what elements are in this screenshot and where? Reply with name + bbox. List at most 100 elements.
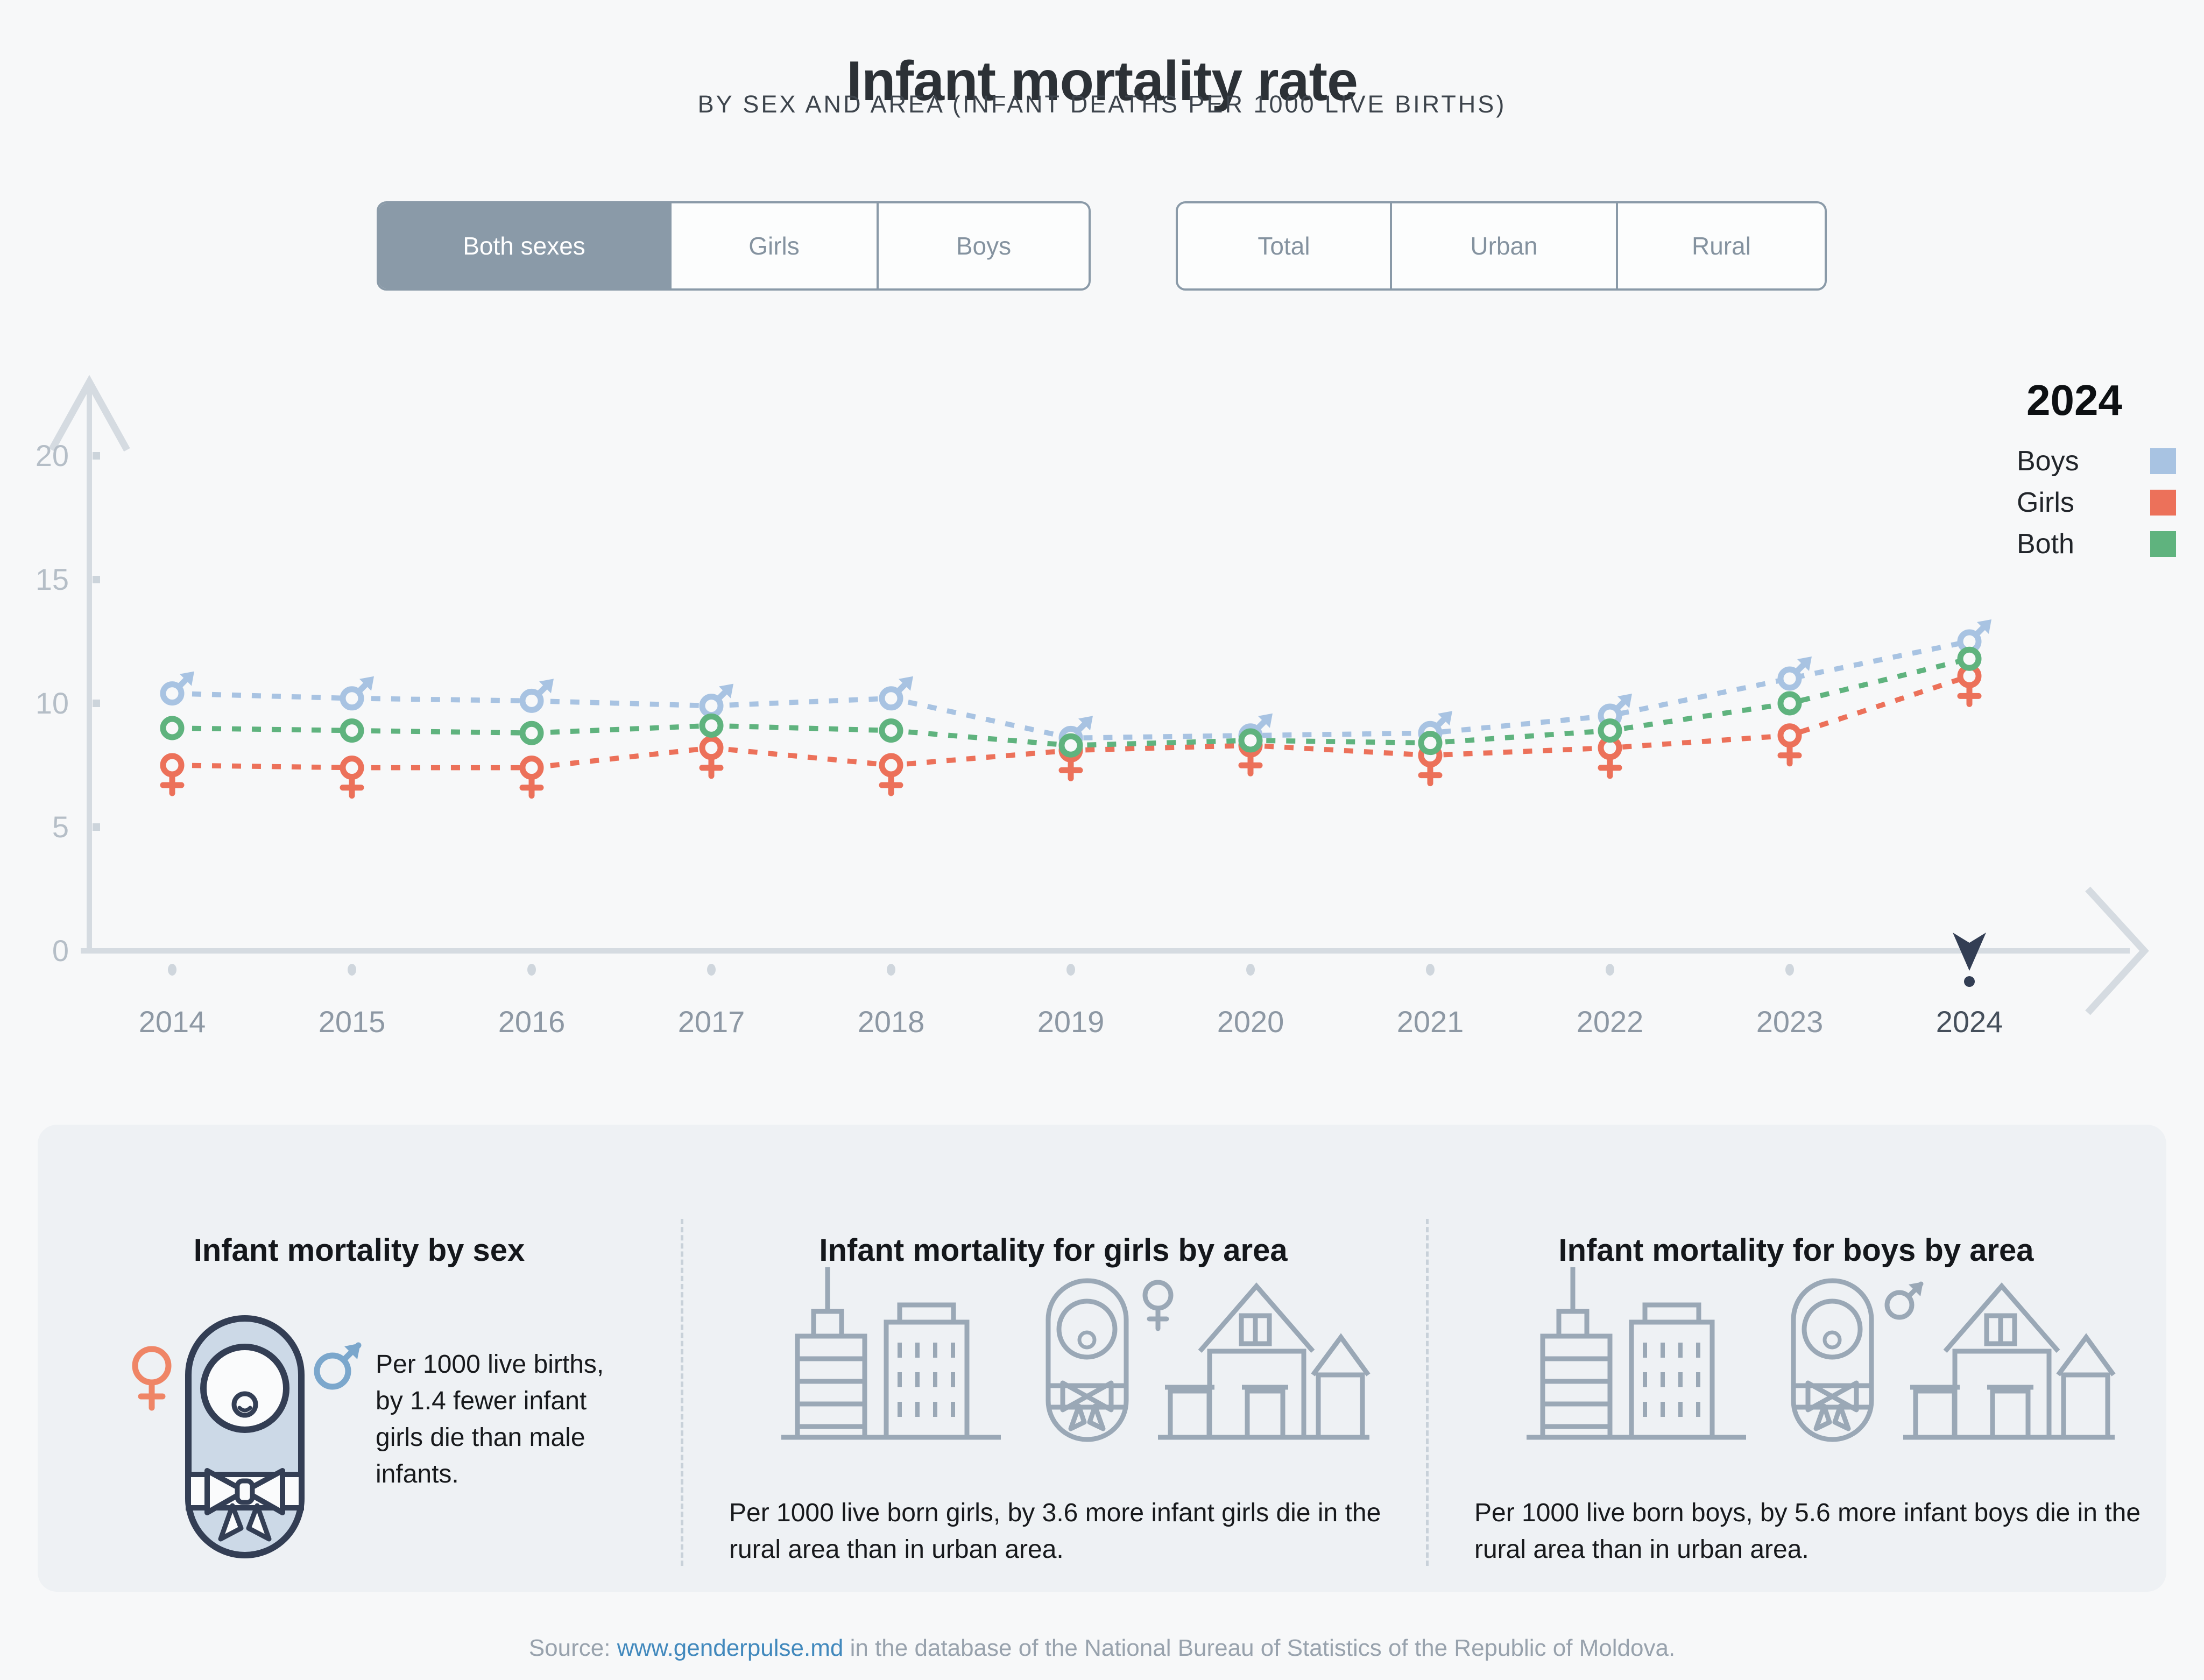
- city-buildings-icon: [781, 1267, 1001, 1440]
- y-tick-20: [93, 452, 100, 460]
- filter-total-button[interactable]: Total: [1178, 203, 1390, 288]
- x-axis-label-2023[interactable]: 2023: [1756, 1005, 1824, 1039]
- y-tick-15: [93, 576, 100, 583]
- point-boys-2014[interactable]: [160, 671, 194, 706]
- legend-swatch-both-icon: [2150, 531, 2176, 557]
- legend-row-girls: Girls: [2017, 485, 2176, 520]
- point-both-2021[interactable]: [1418, 731, 1443, 756]
- point-boys-2024[interactable]: [1957, 619, 1991, 654]
- year-dot-2018: [887, 964, 895, 976]
- area-filter-group: Total Urban Rural: [1176, 201, 1827, 291]
- point-girls-2015[interactable]: [340, 756, 364, 799]
- card-text-boys-by-area: Per 1000 live born boys, by 5.6 more inf…: [1474, 1499, 2141, 1564]
- legend-row-both: Both: [2017, 526, 2176, 562]
- rural-house-icon: [1903, 1282, 2116, 1440]
- card-title-boys-by-area: Infant mortality for boys by area: [1558, 1233, 2034, 1268]
- card-text-by-sex: Per 1000 live births, by 1.4 fewer infan…: [376, 1350, 604, 1489]
- card-divider: [681, 1219, 683, 1566]
- source-suffix: in the database of the National Bureau o…: [843, 1635, 1676, 1661]
- x-axis-label-2014[interactable]: 2014: [139, 1005, 206, 1039]
- year-dot-2023: [1785, 964, 1794, 976]
- filter-both-sexes-button[interactable]: Both sexes: [379, 203, 669, 288]
- y-tick-5: [93, 823, 100, 831]
- legend-label-both: Both: [2017, 528, 2074, 560]
- point-boys-2023[interactable]: [1777, 657, 1812, 691]
- year-dot-2014: [168, 964, 176, 976]
- rural-house-icon: [1158, 1282, 1371, 1440]
- point-both-2014[interactable]: [160, 716, 185, 740]
- x-axis-label-2016[interactable]: 2016: [498, 1005, 566, 1039]
- year-slider-handle[interactable]: [1953, 933, 1986, 987]
- y-tick-10: [93, 700, 100, 707]
- point-girls-2017[interactable]: [699, 736, 724, 779]
- point-both-2015[interactable]: [340, 718, 364, 743]
- legend-selected-year: 2024: [2026, 376, 2122, 424]
- x-axis-label-2020[interactable]: 2020: [1217, 1005, 1284, 1039]
- year-dot-2020: [1246, 964, 1255, 976]
- card-divider: [1426, 1219, 1429, 1566]
- source-link[interactable]: www.genderpulse.md: [617, 1635, 844, 1661]
- year-dot-2021: [1426, 964, 1435, 976]
- legend-label-boys: Boys: [2017, 446, 2079, 477]
- boys-urban-rural-icon: [1527, 1267, 2116, 1442]
- filter-girls-button[interactable]: Girls: [669, 203, 877, 288]
- point-girls-2023[interactable]: [1777, 723, 1802, 767]
- point-girls-2022[interactable]: [1598, 736, 1622, 779]
- swaddled-baby-icon: [1046, 1278, 1129, 1442]
- x-axis-label-2021[interactable]: 2021: [1397, 1005, 1464, 1039]
- point-both-2016[interactable]: [519, 721, 544, 745]
- x-axis-label-2024[interactable]: 2024: [1936, 1005, 2003, 1039]
- year-dot-2017: [707, 964, 716, 976]
- point-girls-2014[interactable]: [160, 753, 185, 796]
- legend-row-boys: Boys: [2017, 443, 2176, 479]
- filter-rural-button[interactable]: Rural: [1616, 203, 1825, 288]
- filter-boys-button[interactable]: Boys: [877, 203, 1089, 288]
- city-buildings-icon: [1527, 1267, 1746, 1440]
- sex-filter-group: Both sexes Girls Boys: [377, 201, 1091, 291]
- chart-legend: 2024 Boys Girls Both: [2017, 376, 2176, 568]
- point-boys-2016[interactable]: [519, 679, 554, 713]
- point-boys-2018[interactable]: [879, 676, 913, 711]
- filter-urban-button[interactable]: Urban: [1390, 203, 1616, 288]
- y-axis-label-15: 15: [36, 562, 69, 596]
- source-prefix: Source:: [528, 1635, 617, 1661]
- x-axis-label-2017[interactable]: 2017: [678, 1005, 745, 1039]
- legend-swatch-girls-icon: [2150, 490, 2176, 516]
- boys-line: [172, 639, 1970, 741]
- point-both-2018[interactable]: [879, 718, 903, 743]
- x-axis-label-2015[interactable]: 2015: [319, 1005, 386, 1039]
- point-both-2020[interactable]: [1238, 728, 1263, 753]
- swaddled-baby-icon: [1791, 1278, 1874, 1442]
- year-dot-2015: [348, 964, 356, 976]
- female-symbol-icon: [1142, 1280, 1174, 1331]
- axes: 0 5 10 15 20 2014 2015 2016 2017 2018 2019 2020 2021…: [36, 375, 2149, 1039]
- x-axis-label-2019[interactable]: 2019: [1037, 1005, 1105, 1039]
- legend-label-girls: Girls: [2017, 487, 2074, 518]
- page-title: Infant mortality rate: [846, 50, 1358, 112]
- point-girls-2018[interactable]: [879, 753, 903, 796]
- x-axis-label-2022[interactable]: 2022: [1577, 1005, 1644, 1039]
- source-line: Source: www.genderpulse.md in the databa…: [0, 1635, 2204, 1662]
- y-axis-label-10: 10: [36, 686, 69, 720]
- point-boys-2015[interactable]: [340, 676, 374, 711]
- point-boys-2017[interactable]: [699, 683, 733, 718]
- point-both-2023[interactable]: [1777, 691, 1802, 716]
- x-axis-label-2018[interactable]: 2018: [858, 1005, 925, 1039]
- point-both-2022[interactable]: [1598, 718, 1622, 743]
- year-dot-2019: [1066, 964, 1075, 976]
- point-both-2024[interactable]: [1957, 646, 1982, 671]
- swaddled-baby-icon: [185, 1315, 305, 1558]
- point-girls-2024[interactable]: [1957, 663, 1982, 707]
- page-subtitle: BY SEX AND AREA (INFANT DEATHS PER 1000 …: [697, 90, 1507, 118]
- point-girls-2016[interactable]: [519, 756, 544, 799]
- female-symbol-icon: [132, 1346, 172, 1411]
- summary-cards-panel: Infant mortality by sex: [38, 1125, 2166, 1592]
- point-both-2019[interactable]: [1058, 733, 1083, 758]
- y-axis-label-20: 20: [36, 439, 69, 472]
- legend-swatch-boys-icon: [2150, 448, 2176, 474]
- point-both-2017[interactable]: [699, 713, 724, 738]
- male-symbol-icon: [1884, 1281, 1924, 1320]
- year-dot-2016: [527, 964, 536, 976]
- card-text-girls-by-area: Per 1000 live born girls, by 3.6 more in…: [729, 1499, 1381, 1564]
